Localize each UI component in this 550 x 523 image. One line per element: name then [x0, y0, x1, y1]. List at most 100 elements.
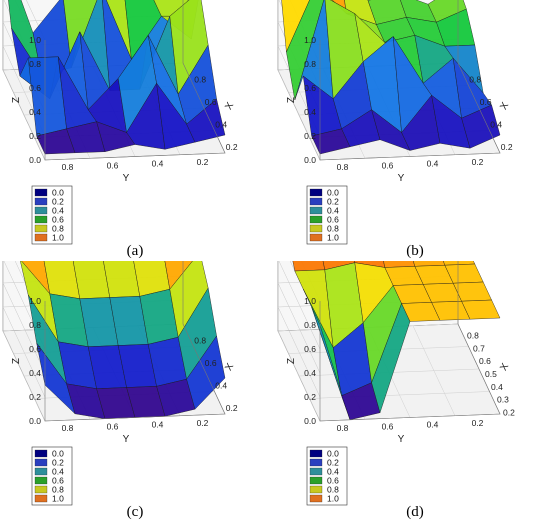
legend-swatch	[34, 449, 48, 458]
legend-label: 1.0	[327, 494, 339, 504]
y-tick-label: 0.6	[107, 160, 119, 170]
surface-plot-b: 0.00.20.40.60.81.0Z0.8 0.6 0.4 0.2Y0.20.40.…	[277, 0, 513, 245]
z-tick-label: 0.6	[304, 83, 316, 93]
legend-label: 0.0	[327, 188, 339, 198]
panel-c: 0.0 0.2 0.4 0.6 0.8 1.0 Z 0.8 0.6 0.4 0.2 Y 0.2 0.4 0.…	[0, 261, 275, 522]
surface-plot-c: 0.00.20.40.60.81.0Z0.8 0.6 0.4 0.2Y0.20.40.…	[2, 261, 238, 506]
legend-swatch	[309, 233, 323, 242]
y-axis-label: Y	[123, 173, 130, 184]
x-tick-label: 0.4	[215, 119, 227, 129]
y-axis-label: Y	[398, 173, 405, 184]
legend-swatch	[309, 449, 323, 458]
legend-label: 0.6	[52, 476, 64, 486]
z-axis-label: Z	[286, 97, 297, 103]
panel-label-c: (c)	[126, 504, 144, 520]
surface-patch	[281, 0, 310, 53]
z-axis-label: Z	[11, 97, 22, 103]
y-tick-label: 0.2	[197, 157, 209, 167]
surface-patch	[461, 299, 501, 320]
z-tick-label: 1.0	[304, 35, 316, 45]
x-axis-label: X	[223, 100, 236, 112]
panel-d: 0.0 0.2 0.4 0.6 0.8 1.0 Z 0.8 0.6 0.4 0.2 Y 0.2 0.3 0.…	[275, 261, 550, 522]
z-tick-label: 1.0	[29, 296, 41, 306]
legend-swatch	[309, 188, 323, 197]
x-tick-label: 0.3	[497, 395, 509, 405]
legend-label: 0.4	[52, 206, 64, 216]
x-tick-label: 0.2	[226, 142, 238, 152]
y-tick-label: 0.8	[337, 423, 349, 433]
legend-swatch	[34, 197, 48, 206]
z-tick-label: 0.6	[304, 344, 316, 354]
legend-swatch	[309, 458, 323, 467]
y-axis-label: Y	[123, 434, 130, 445]
panel-label-a: (a)	[126, 243, 144, 259]
y-tick-label: 0.4	[152, 159, 164, 169]
x-axis-label: X	[498, 100, 511, 112]
legend-label: 0.0	[327, 449, 339, 459]
z-tick-label: 0.0	[304, 416, 316, 426]
legend-swatch	[309, 467, 323, 476]
y-tick-label: 0.4	[427, 159, 439, 169]
surface-patch	[461, 104, 501, 149]
y-tick-label: 0.2	[197, 418, 209, 428]
legend-swatch	[34, 224, 48, 233]
y-tick-label: 0.8	[337, 162, 349, 172]
surface-plot-d: 0.00.20.40.60.81.0Z0.8 0.6 0.4 0.2Y0.20.30.…	[277, 261, 515, 506]
y-tick-label: 0.4	[152, 420, 164, 430]
x-axis-label: X	[223, 361, 236, 373]
z-tick-label: 0.2	[29, 131, 41, 141]
z-axis-label: Z	[286, 358, 297, 364]
legend-label: 0.6	[327, 215, 339, 225]
legend-swatch	[309, 197, 323, 206]
legend-label: 0.8	[52, 224, 64, 234]
x-tick-label: 0.4	[490, 119, 502, 129]
surface-patch	[164, 261, 193, 290]
z-tick-label: 0.4	[304, 368, 316, 378]
legend-label: 0.0	[52, 188, 64, 198]
z-tick-label: 0.2	[304, 392, 316, 402]
z-tick-label: 0.6	[29, 83, 41, 93]
z-axis-label: Z	[11, 358, 22, 364]
legend-label: 1.0	[52, 233, 64, 243]
x-tick-label: 0.6	[205, 358, 217, 368]
legend-label: 0.2	[52, 458, 64, 468]
legend-swatch	[34, 467, 48, 476]
panel-b: 0.0 0.2 0.4 0.6 0.8 1.0 Z 0.8 0.6 0.4 0.2 Y 0.2 0.4 0.…	[275, 0, 550, 261]
x-tick-label: 0.8	[469, 74, 481, 84]
y-tick-label: 0.8	[62, 423, 74, 433]
legend-label: 0.2	[52, 197, 64, 207]
legend-label: 1.0	[52, 494, 64, 504]
legend-swatch	[34, 206, 48, 215]
grid-line	[3, 261, 46, 350]
y-tick-label: 0.2	[472, 418, 484, 428]
z-tick-label: 1.0	[29, 35, 41, 45]
z-tick-label: 0.2	[29, 392, 41, 402]
legend-label: 0.8	[52, 485, 64, 495]
y-tick-label: 0.6	[382, 421, 394, 431]
z-tick-label: 0.8	[304, 320, 316, 330]
z-tick-label: 1.0	[304, 296, 316, 306]
legend-label: 0.6	[52, 215, 64, 225]
y-tick-label: 0.6	[382, 160, 394, 170]
z-tick-label: 0.8	[29, 320, 41, 330]
legend-label: 0.2	[327, 458, 339, 468]
x-tick-label: 0.2	[226, 403, 238, 413]
legend-label: 0.0	[52, 449, 64, 459]
x-tick-label: 0.8	[194, 335, 206, 345]
box-edge	[44, 261, 226, 422]
z-tick-label: 0.8	[304, 59, 316, 69]
z-tick-label: 0.8	[29, 59, 41, 69]
z-tick-label: 0.6	[29, 344, 41, 354]
legend-label: 0.2	[327, 197, 339, 207]
z-tick-label: 0.4	[304, 107, 316, 117]
surface-patch	[286, 0, 325, 101]
grid-line	[412, 325, 456, 416]
x-tick-label: 0.4	[491, 382, 503, 392]
legend-label: 0.4	[327, 467, 339, 477]
y-tick-label: 0.4	[427, 420, 439, 430]
legend-swatch	[34, 494, 48, 503]
legend-swatch	[34, 458, 48, 467]
z-tick-label: 0.4	[29, 368, 41, 378]
x-tick-label: 0.6	[479, 356, 491, 366]
grid-line	[26, 0, 46, 41]
